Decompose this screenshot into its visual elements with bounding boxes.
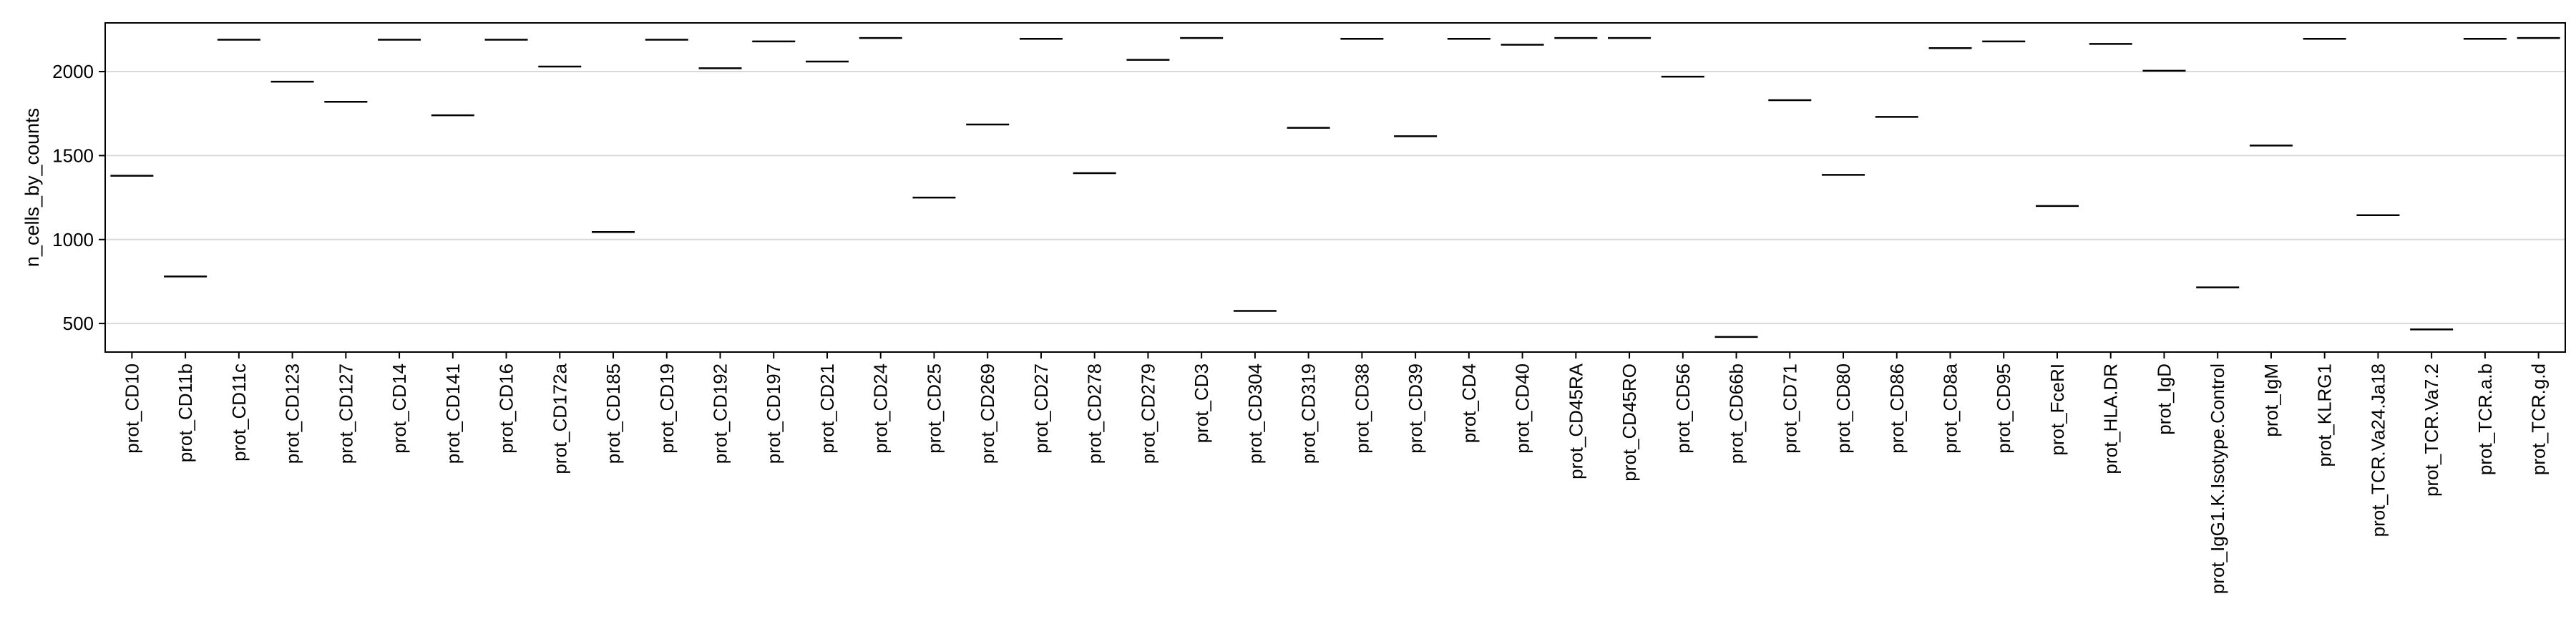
x-tick-label: prot_CD11c (228, 364, 250, 462)
x-tick-label: prot_CD279 (1137, 364, 1158, 464)
x-tick-label: prot_CD127 (335, 364, 356, 464)
y-tick-label: 1000 (52, 229, 94, 250)
x-tick-label: prot_TCR.Va7.2 (2421, 364, 2442, 497)
x-tick-label: prot_HLA.DR (2100, 364, 2122, 474)
x-tick-label: prot_TCR.a.b (2474, 364, 2496, 475)
x-tick-label: prot_CD14 (389, 364, 410, 454)
marks-layer (110, 36, 2560, 338)
axes-layer: 500 1000 1500 2000 prot_CD10 prot_CD11b prot_C… (52, 22, 2566, 594)
x-tick-label: prot_CD278 (1084, 364, 1106, 464)
x-tick-label: prot_CD45RO (1619, 364, 1640, 482)
x-tick-label: prot_TCR.g.d (2528, 364, 2550, 475)
x-tick-label: prot_CD19 (656, 364, 678, 454)
x-tick-label: prot_CD269 (977, 364, 998, 464)
x-tick-label: prot_CD40 (1512, 364, 1533, 454)
x-tick-label: prot_CD4 (1458, 364, 1480, 443)
x-tick-label: prot_CD123 (282, 364, 303, 464)
x-tick-label: prot_CD71 (1779, 364, 1800, 454)
x-tick-label: prot_CD86 (1886, 364, 1908, 454)
x-tick-label: prot_CD27 (1030, 364, 1052, 454)
x-tick-label: prot_CD66b (1726, 364, 1747, 464)
x-tick-label: prot_CD80 (1833, 364, 1854, 454)
x-tick-label: prot_CD304 (1244, 364, 1266, 464)
x-tick-label: prot_CD319 (1298, 364, 1319, 464)
y-tick-label: 2000 (52, 61, 94, 82)
y-tick-label: 1500 (52, 145, 94, 166)
x-tick-label: prot_CD10 (121, 364, 142, 454)
grid-layer (105, 71, 2565, 325)
x-tick-label: prot_CD56 (1672, 364, 1694, 454)
x-tick-label: prot_FceRI (2046, 364, 2068, 456)
x-tick-label: prot_CD3 (1191, 364, 1212, 443)
x-tick-label: prot_CD172a (549, 363, 570, 474)
x-tick-label: prot_CD8a (1940, 363, 1961, 453)
x-tick-label: prot_IgM (2260, 364, 2282, 437)
x-tick-label: prot_CD185 (602, 364, 624, 464)
x-tick-label: prot_CD24 (870, 364, 892, 454)
x-tick-label: prot_CD45RA (1565, 363, 1586, 479)
x-tick-label: prot_TCR.Va24.Ja18 (2367, 364, 2389, 537)
x-tick-label: prot_CD21 (816, 364, 838, 454)
x-tick-label: prot_CD39 (1405, 364, 1426, 454)
x-tick-label: prot_CD141 (442, 364, 464, 464)
x-tick-label: prot_CD11b (175, 364, 196, 462)
x-tick-label: prot_CD38 (1351, 364, 1372, 454)
plot-frame (104, 22, 2566, 353)
x-tick-label: prot_IgG1.K.Isotype.Control (2207, 364, 2228, 594)
x-tick-label: prot_CD25 (923, 364, 945, 454)
y-axis-label: n_cells_by_counts (21, 108, 43, 267)
x-tick-label: prot_CD16 (496, 364, 517, 454)
x-tick-label: prot_CD95 (1993, 364, 2014, 454)
x-tick-label: prot_KLRG1 (2314, 364, 2336, 467)
x-tick-label: prot_CD192 (710, 364, 731, 464)
x-tick-label: prot_CD197 (763, 364, 784, 464)
x-tick-label: prot_IgD (2153, 364, 2175, 435)
y-tick-label: 500 (63, 313, 94, 334)
